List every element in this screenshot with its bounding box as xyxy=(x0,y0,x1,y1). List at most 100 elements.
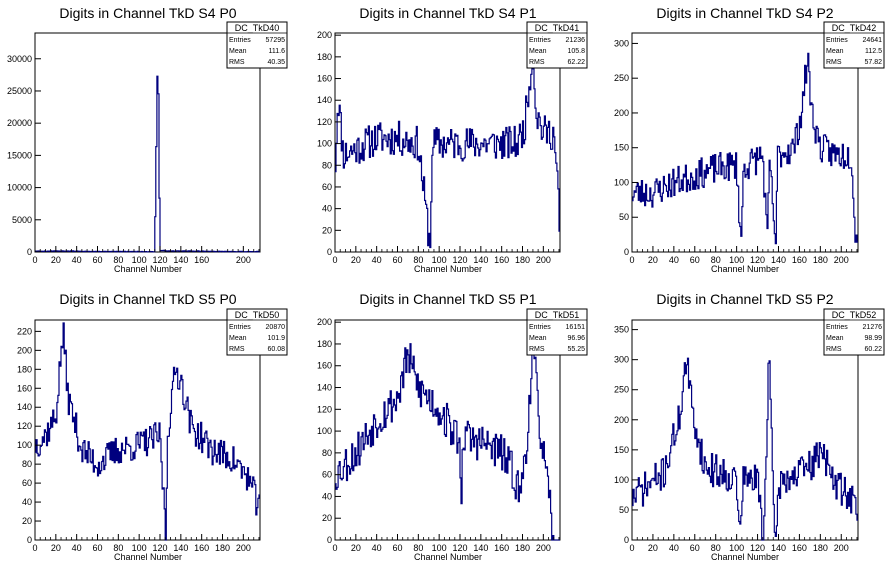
x-tick-label: 0 xyxy=(629,255,634,265)
chart-title: Digits in Channel TkD S5 P1 xyxy=(359,291,536,307)
y-tick-label: 100 xyxy=(614,475,629,485)
histogram-panel-2: 0 20 40 60 80 100 120 140 160 180 200 0 50 100 150 200 2… xyxy=(614,5,885,274)
stats-mean-value: 112.5 xyxy=(865,48,882,55)
x-tick-label: 200 xyxy=(536,255,551,265)
stats-mean-label: Mean xyxy=(229,48,247,55)
plot-frame xyxy=(631,319,859,541)
x-tick-label: 40 xyxy=(72,543,82,553)
y-tick-label: 250 xyxy=(614,385,629,395)
x-axis-label: Channel Number xyxy=(114,552,182,562)
chart-title: Digits in Channel TkD S5 P0 xyxy=(59,291,236,307)
x-tick-label: 120 xyxy=(750,255,765,265)
stats-name: DC_TkD40 xyxy=(235,23,280,33)
y-tick-label: 100 xyxy=(317,139,332,149)
x-tick-label: 20 xyxy=(51,255,61,265)
y-tick-label: 100 xyxy=(614,177,629,187)
x-tick-label: 40 xyxy=(372,543,382,553)
y-tick-label: 100 xyxy=(317,426,332,436)
x-tick-label: 0 xyxy=(629,543,634,553)
stats-entries-value: 57295 xyxy=(266,37,286,44)
x-tick-label: 200 xyxy=(236,255,251,265)
stats-entries-label: Entries xyxy=(229,37,251,44)
y-tick-label: 15000 xyxy=(7,150,32,160)
x-tick-label: 20 xyxy=(351,255,361,265)
stats-mean-value: 105.8 xyxy=(567,48,585,55)
y-tick-label: 20 xyxy=(322,225,332,235)
y-tick-label: 120 xyxy=(317,117,332,127)
stats-mean-label: Mean xyxy=(529,48,547,55)
x-tick-label: 200 xyxy=(834,255,849,265)
y-tick-label: 80 xyxy=(322,448,332,458)
chart-title: Digits in Channel TkD S4 P1 xyxy=(359,5,536,21)
y-tick-label: 160 xyxy=(17,383,32,393)
x-tick-label: 140 xyxy=(473,543,488,553)
stats-box: DC_TkD52 Entries 21276 Mean 98.99 RMS 60.22 xyxy=(823,308,885,356)
y-tick-label: 10000 xyxy=(7,183,32,193)
x-tick-label: 200 xyxy=(834,543,849,553)
stats-rms-label: RMS xyxy=(529,346,545,353)
y-tick-label: 250 xyxy=(614,73,629,83)
y-tick-label: 180 xyxy=(317,339,332,349)
plot-frame xyxy=(334,32,561,253)
x-tick-label: 160 xyxy=(792,255,807,265)
stats-rms-label: RMS xyxy=(229,346,245,353)
stats-box: DC_TkD41 Entries 21236 Mean 105.8 RMS 62.22 xyxy=(526,21,588,69)
stats-name: DC_TkD41 xyxy=(535,23,580,33)
y-tick-label: 180 xyxy=(317,52,332,62)
x-tick-label: 20 xyxy=(648,543,658,553)
x-tick-label: 120 xyxy=(750,543,765,553)
y-tick-label: 40 xyxy=(322,491,332,501)
x-axis-label: Channel Number xyxy=(114,264,182,274)
x-tick-label: 160 xyxy=(194,543,209,553)
y-tick-label: 200 xyxy=(317,317,332,327)
histogram-series-line xyxy=(35,75,260,253)
stats-rms-value: 55.25 xyxy=(567,346,585,353)
y-tick-label: 20 xyxy=(22,516,32,526)
x-tick-label: 120 xyxy=(452,543,467,553)
x-tick-label: 160 xyxy=(494,543,509,553)
x-tick-label: 40 xyxy=(669,255,679,265)
x-tick-label: 120 xyxy=(152,543,167,553)
y-tick-label: 200 xyxy=(317,30,332,40)
histogram-panel-1: 0 20 40 60 80 100 120 140 160 180 200 0 20 40 60 80 100 1… xyxy=(317,5,588,274)
y-tick-label: 160 xyxy=(317,361,332,371)
stats-rms-value: 40.35 xyxy=(267,59,285,66)
x-tick-label: 140 xyxy=(173,543,188,553)
x-tick-label: 60 xyxy=(392,255,402,265)
y-tick-label: 60 xyxy=(322,470,332,480)
x-tick-label: 180 xyxy=(813,543,828,553)
stats-entries-value: 24641 xyxy=(863,37,883,44)
x-tick-label: 180 xyxy=(813,255,828,265)
x-tick-label: 200 xyxy=(536,543,551,553)
y-tick-label: 60 xyxy=(322,182,332,192)
stats-mean-value: 98.99 xyxy=(864,335,882,342)
stats-entries-value: 21236 xyxy=(566,37,586,44)
x-tick-label: 100 xyxy=(132,543,147,553)
x-tick-label: 200 xyxy=(236,543,251,553)
x-tick-label: 20 xyxy=(51,543,61,553)
x-tick-label: 60 xyxy=(690,543,700,553)
y-tick-label: 80 xyxy=(22,459,32,469)
y-tick-label: 120 xyxy=(17,421,32,431)
stats-rms-value: 57.82 xyxy=(864,59,882,66)
x-tick-label: 0 xyxy=(32,543,37,553)
y-tick-label: 0 xyxy=(27,247,32,257)
stats-entries-value: 16151 xyxy=(566,324,586,331)
stats-mean-label: Mean xyxy=(229,335,247,342)
stats-name: DC_TkD52 xyxy=(832,310,877,320)
y-tick-label: 50 xyxy=(619,505,629,515)
stats-rms-value: 60.22 xyxy=(864,346,882,353)
x-tick-label: 160 xyxy=(792,543,807,553)
x-tick-label: 120 xyxy=(152,255,167,265)
x-tick-label: 40 xyxy=(372,255,382,265)
stats-entries-value: 21276 xyxy=(863,324,883,331)
x-axis-label: Channel Number xyxy=(414,552,482,562)
stats-box: DC_TkD40 Entries 57295 Mean 111.6 RMS 40.35 xyxy=(226,21,288,69)
histogram-series-line xyxy=(632,357,858,541)
y-tick-label: 5000 xyxy=(12,215,32,225)
x-axis-label: Channel Number xyxy=(711,264,779,274)
plot-frame xyxy=(34,319,261,541)
x-tick-label: 100 xyxy=(729,255,744,265)
y-tick-label: 30000 xyxy=(7,54,32,64)
